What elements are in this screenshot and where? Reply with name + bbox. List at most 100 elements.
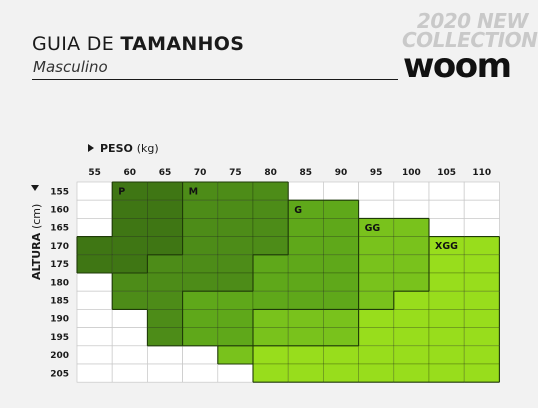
grid-cell-m xyxy=(217,254,254,274)
x-tick-label: 95 xyxy=(370,168,383,178)
grid-cell-gg xyxy=(287,327,324,347)
grid-cell-xgg xyxy=(428,327,465,347)
grid-cell-m xyxy=(217,236,254,256)
grid-cell-empty xyxy=(76,272,113,292)
grid-cell-gg xyxy=(287,309,324,328)
grid-cell-empty xyxy=(111,363,148,383)
grid-cell-gg xyxy=(393,254,430,274)
grid-cell-m xyxy=(147,254,183,274)
grid-cell-empty xyxy=(463,218,500,237)
y-axis-title-unit: (cm) xyxy=(30,204,43,229)
grid-cell-m xyxy=(182,254,219,274)
x-tick-label: 90 xyxy=(335,168,348,178)
grid-cell-empty xyxy=(428,199,465,219)
grid-cell-p xyxy=(111,199,148,219)
x-axis-triangle-icon xyxy=(88,144,94,152)
grid-cell-g xyxy=(323,272,359,292)
grid-cell-empty xyxy=(358,181,395,201)
grid-cell-empty xyxy=(76,218,113,237)
grid-cell-p xyxy=(147,218,183,237)
grid-cell-empty xyxy=(76,290,113,310)
grid-cell-empty xyxy=(111,327,148,347)
grid-cell-empty xyxy=(76,199,113,219)
grid-cell-m xyxy=(147,309,183,328)
grid-cell-empty xyxy=(147,363,183,383)
x-tick-label: 70 xyxy=(194,168,207,178)
grid-cell-xgg xyxy=(393,363,430,383)
grid-cell-g xyxy=(287,236,324,256)
grid-cell-gg xyxy=(393,218,430,237)
badge-line-2: COLLECTION xyxy=(402,28,538,52)
grid-cell-xgg xyxy=(428,309,465,328)
grid-cell-xgg xyxy=(463,363,500,383)
grid-cell-xgg xyxy=(287,345,324,365)
x-tick-label: 60 xyxy=(124,168,137,178)
grid-cell-gg xyxy=(323,309,359,328)
page-subtitle: Masculino xyxy=(33,58,108,76)
x-tick-label: 80 xyxy=(264,168,277,178)
grid-cell-xgg xyxy=(287,363,324,383)
grid-cell-empty xyxy=(182,345,219,365)
grid-cell-m xyxy=(252,199,289,219)
y-tick-label: 195 xyxy=(50,333,69,343)
grid-cell-xgg xyxy=(428,272,465,292)
grid-cell-xgg xyxy=(252,363,289,383)
brand-logo: woom xyxy=(403,46,512,86)
grid-cell-p xyxy=(76,236,113,256)
grid-cell-g xyxy=(287,218,324,237)
grid-cell-xgg xyxy=(428,345,465,365)
x-axis-title-unit: (kg) xyxy=(137,142,159,155)
grid-cell-xgg xyxy=(323,363,359,383)
grid-cell-g xyxy=(287,254,324,274)
grid-cell-empty xyxy=(147,345,183,365)
grid-cell-xgg xyxy=(393,327,430,347)
y-axis-triangle-icon xyxy=(31,185,39,191)
grid-cell-gg xyxy=(323,327,359,347)
grid-cell-gg xyxy=(252,327,289,347)
grid-cell-m xyxy=(182,218,219,237)
zone-label-p: P xyxy=(118,187,125,198)
zone-label-xgg: XGG xyxy=(435,241,458,252)
grid-cell-xgg xyxy=(252,345,289,365)
grid-cell-m xyxy=(217,199,254,219)
y-axis-title: ALTURA (cm) xyxy=(30,204,43,280)
zone-label-gg: GG xyxy=(365,223,381,234)
grid-cell-empty xyxy=(76,309,113,328)
grid-cell-p xyxy=(111,254,148,274)
grid-cell-xgg xyxy=(463,254,500,274)
grid-cell-g xyxy=(323,199,359,219)
grid-cell-m xyxy=(182,236,219,256)
grid-cell-xgg xyxy=(428,254,465,274)
grid-cell-xgg xyxy=(393,345,430,365)
y-tick-label: 180 xyxy=(50,278,69,288)
grid-cell-m xyxy=(147,290,183,310)
grid-cell-empty xyxy=(428,181,465,201)
grid-cell-g xyxy=(217,309,254,328)
grid-cell-g xyxy=(287,290,324,310)
grid-cell-xgg xyxy=(358,309,395,328)
grid-cell-gg xyxy=(358,290,395,310)
grid-cell-empty xyxy=(393,181,430,201)
y-tick-label: 185 xyxy=(50,297,69,307)
grid-cell-m xyxy=(182,199,219,219)
x-axis-title: PESO (kg) xyxy=(100,142,159,155)
y-tick-label: 160 xyxy=(50,206,69,216)
collection-badge: 2020 NEW COLLECTION xyxy=(402,9,538,52)
grid-cell-g xyxy=(323,290,359,310)
grid-cell-xgg xyxy=(463,345,500,365)
grid-cell-empty xyxy=(111,345,148,365)
grid-cell-xgg xyxy=(323,345,359,365)
grid-cell-m xyxy=(217,181,254,201)
grid-cell-empty xyxy=(393,199,430,219)
grid-cell-m xyxy=(252,181,289,201)
grid-cell-empty xyxy=(323,181,359,201)
grid-cell-gg xyxy=(358,254,395,274)
y-tick-label: 170 xyxy=(50,242,69,252)
badge-line-1: 2020 NEW xyxy=(416,9,529,33)
grid-cell-m xyxy=(252,218,289,237)
grid-cell-g xyxy=(323,236,359,256)
grid-cell-empty xyxy=(182,363,219,383)
grid-cell-g xyxy=(182,327,219,347)
grid-cell-m xyxy=(147,272,183,292)
